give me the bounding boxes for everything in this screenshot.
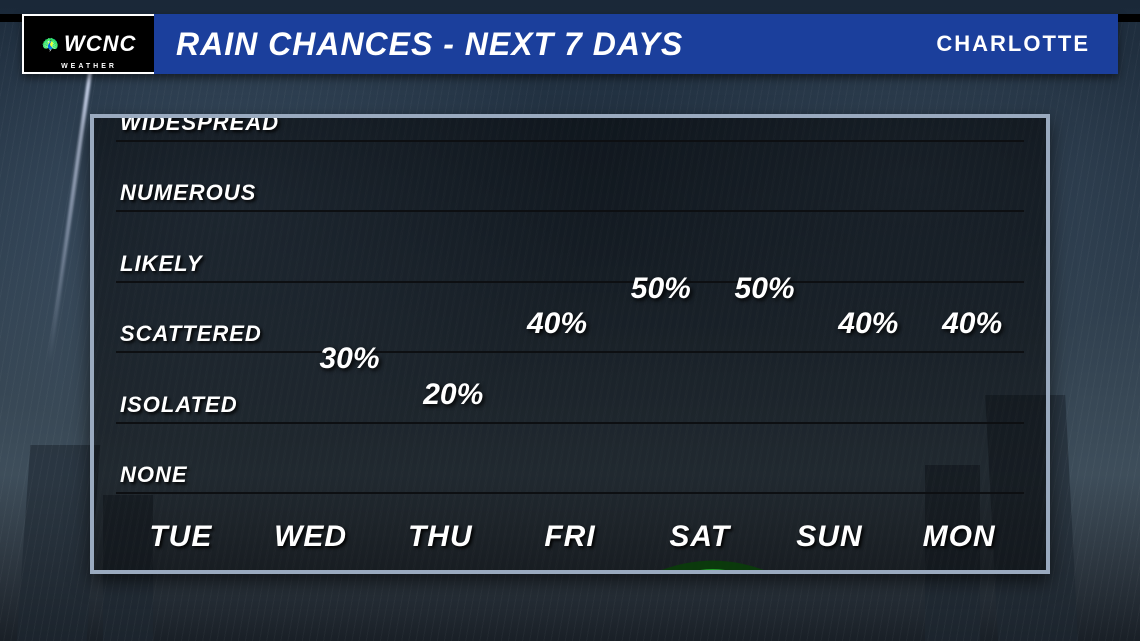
x-axis: TUEWEDTHUFRISATSUNMON — [116, 520, 1024, 554]
x-axis-label: SAT — [635, 520, 765, 554]
station-logo-text: WCNC — [64, 31, 136, 57]
graphic-title: RAIN CHANCES - NEXT 7 DAYS — [154, 14, 924, 74]
value-label: 40% — [838, 307, 898, 341]
background-building — [15, 445, 100, 641]
x-axis-label: WED — [246, 520, 376, 554]
x-axis-label: MON — [894, 520, 1024, 554]
y-axis-label: LIKELY — [120, 251, 203, 277]
value-label: 40% — [527, 307, 587, 341]
station-logo-subtext: WEATHER — [24, 63, 154, 70]
gridline — [116, 281, 1024, 283]
value-label: 50% — [631, 272, 691, 306]
chart-plot-area: NONEISOLATEDSCATTEREDLIKELYNUMEROUSWIDES… — [116, 140, 1024, 492]
value-label: 20% — [423, 377, 483, 411]
gridline — [116, 492, 1024, 494]
y-axis-label: SCATTERED — [120, 321, 262, 347]
header-bar: 🦚 WCNC WEATHER RAIN CHANCES - NEXT 7 DAY… — [22, 14, 1118, 74]
nbc-peacock-icon: 🦚 — [42, 36, 60, 53]
gridline — [116, 422, 1024, 424]
y-axis-label: NONE — [120, 462, 188, 488]
y-axis-label: ISOLATED — [120, 392, 238, 418]
value-label: 50% — [735, 272, 795, 306]
y-axis-label: NUMEROUS — [120, 180, 256, 206]
x-axis-label: THU — [375, 520, 505, 554]
x-axis-label: FRI — [505, 520, 635, 554]
chart-panel: NONE ISOLATED SCATTERED LIKELY NUMEROUS WIDES… — [90, 114, 1050, 574]
x-axis-label: TUE — [116, 520, 246, 554]
gridline — [116, 140, 1024, 142]
gridline — [116, 351, 1024, 353]
y-axis-label: WIDESPREAD — [120, 114, 279, 136]
gridline — [116, 210, 1024, 212]
value-label: 30% — [319, 342, 379, 376]
location-label: CHARLOTTE — [924, 14, 1118, 74]
x-axis-label: SUN — [765, 520, 895, 554]
value-label: 40% — [942, 307, 1002, 341]
station-logo: 🦚 WCNC WEATHER — [22, 14, 154, 74]
